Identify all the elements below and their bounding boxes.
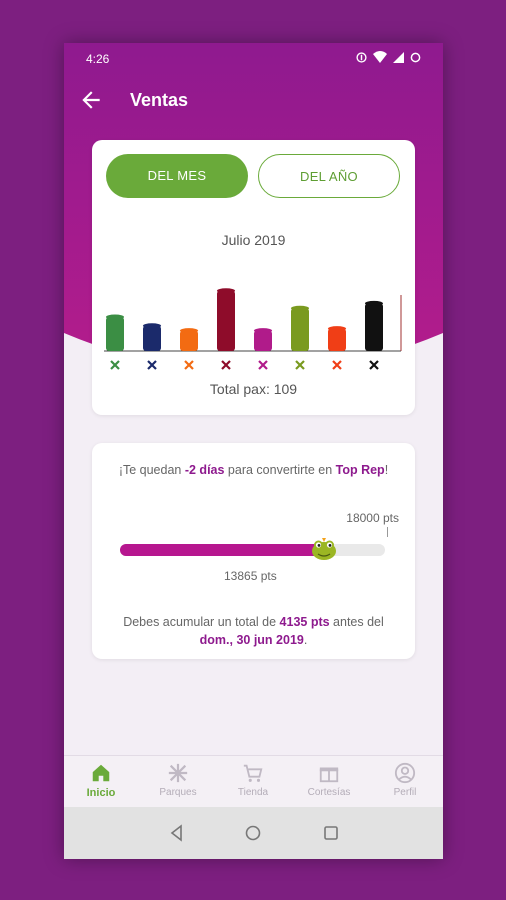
park-logo-icon — [184, 360, 194, 370]
battery-icon — [410, 52, 421, 62]
status-bar: 4:26 — [64, 43, 443, 73]
chart-bar-cap — [106, 314, 124, 320]
park-logo-icon — [332, 360, 342, 370]
app-bar: Ventas — [64, 73, 443, 129]
chart-bar-cap — [180, 328, 198, 334]
nav-label: Inicio — [86, 787, 116, 799]
wifi-icon — [373, 51, 387, 63]
chart-bar — [143, 325, 161, 351]
parks-icon — [168, 763, 188, 783]
page-title: Ventas — [130, 90, 189, 110]
system-navigation-bar — [64, 807, 443, 859]
progress-fill — [120, 544, 325, 556]
profile-icon — [394, 762, 416, 784]
message-text: antes del — [329, 615, 384, 629]
park-logo-icon — [369, 360, 379, 370]
sales-bar-chart — [104, 288, 402, 370]
nav-label: Parques — [159, 787, 197, 798]
chart-bar-cap — [291, 305, 309, 311]
cart-icon — [243, 764, 263, 782]
frog-mascot-icon — [312, 538, 337, 560]
nav-item-parques[interactable]: Parques — [143, 762, 213, 798]
message-text: ! — [384, 463, 389, 477]
bottom-navigation: Inicio Parques Tienda Cortesías Perfil — [64, 755, 443, 808]
total-pax-label: Total pax: 109 — [209, 381, 298, 397]
chart-bar-cap — [254, 328, 272, 334]
chart-bar-cap — [328, 326, 346, 332]
nav-item-cortesias[interactable]: Cortesías — [294, 762, 364, 798]
target-level: Top Rep — [335, 463, 385, 477]
sales-chart-card: DEL MES DEL AÑO Julio 2019 Total pax: 10… — [92, 140, 415, 415]
chart-bar — [365, 303, 383, 351]
system-home-icon[interactable] — [244, 824, 262, 842]
goal-points-label: 18000 pts — [346, 511, 399, 525]
chart-bar — [291, 308, 309, 351]
goal-tick-mark — [387, 527, 388, 537]
status-icons — [356, 51, 421, 63]
message-text: ¡Te quedan — [118, 463, 185, 477]
chart-bar — [106, 317, 124, 351]
park-logo-icon — [110, 360, 120, 370]
points-progress-bar — [120, 538, 385, 560]
message-text: . — [303, 633, 308, 647]
back-arrow-icon[interactable] — [78, 87, 104, 113]
chart-bar — [328, 328, 346, 351]
chart-bar — [180, 330, 198, 351]
points-summary-message: Debes acumular un total de 4135 pts ante… — [108, 613, 399, 649]
nav-label: Perfil — [393, 787, 417, 798]
nav-label: Tienda — [237, 787, 269, 798]
nav-item-inicio[interactable]: Inicio — [66, 762, 136, 799]
deadline-date: dom., 30 jun 2019 — [199, 633, 304, 647]
home-icon — [92, 764, 110, 782]
park-logo-icon — [258, 360, 268, 370]
chart-bar — [254, 330, 272, 351]
message-text: Debes acumular un total de — [123, 615, 280, 629]
system-recents-icon[interactable] — [322, 824, 340, 842]
nav-item-tienda[interactable]: Tienda — [218, 762, 288, 798]
phone-screen: 4:26 Ventas DEL MES DEL AÑO Julio 2019 T… — [64, 43, 443, 859]
chart-bar — [217, 290, 235, 351]
chart-bar-cap — [217, 288, 235, 294]
month-toggle-button[interactable]: DEL MES — [106, 154, 248, 198]
year-toggle-button[interactable]: DEL AÑO — [258, 154, 400, 198]
chart-bar-cap — [143, 323, 161, 329]
cell-signal-icon — [393, 51, 404, 63]
gift-icon — [319, 767, 339, 783]
current-points-label: 13865 pts — [224, 569, 277, 583]
park-logo-icon — [295, 360, 305, 370]
days-left-message: ¡Te quedan -2 días para convertirte en T… — [112, 461, 395, 480]
status-time: 4:26 — [86, 52, 110, 66]
message-text: para convertirte en — [224, 463, 336, 477]
system-back-icon[interactable] — [168, 824, 186, 842]
chart-title: Julio 2019 — [221, 232, 286, 248]
park-logo-icon — [147, 360, 157, 370]
nav-item-perfil[interactable]: Perfil — [370, 762, 440, 798]
park-logo-icon — [221, 360, 231, 370]
days-left-value: -2 días — [184, 463, 225, 477]
nav-label: Cortesías — [307, 787, 351, 798]
chart-bar-cap — [365, 300, 383, 306]
points-needed-value: 4135 pts — [279, 615, 330, 629]
data-saver-icon — [356, 51, 367, 63]
progress-card: ¡Te quedan -2 días para convertirte en T… — [92, 443, 415, 659]
